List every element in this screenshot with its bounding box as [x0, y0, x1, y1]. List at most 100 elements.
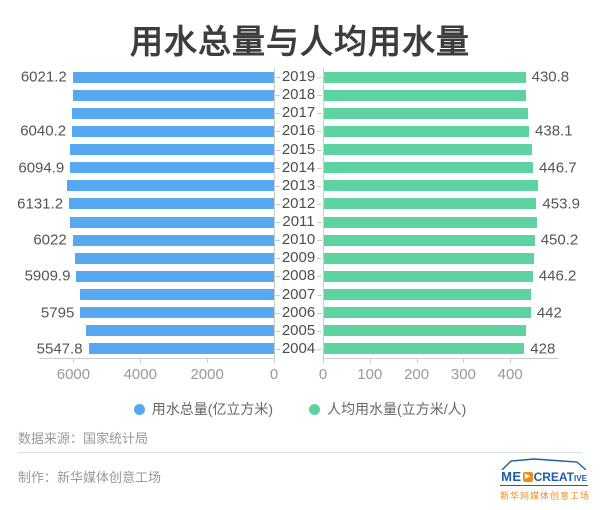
bar-per-capita-2010 [324, 234, 535, 246]
legend-swatch-per-capita [309, 403, 321, 415]
year-label-2013: 2013 [274, 177, 323, 195]
bar-per-capita-2016 [324, 125, 530, 137]
bar-total-water-2010 [72, 234, 274, 246]
x-tick-label-left-2000: 2000 [190, 366, 224, 383]
year-tick-left-2019 [275, 77, 280, 79]
value-label-per-capita-2014: 446.7 [539, 159, 577, 177]
bar-total-water-2006 [80, 307, 274, 319]
bar-total-water-2012 [69, 198, 274, 210]
bar-total-water-2017 [71, 107, 274, 119]
bar-per-capita-2017 [324, 107, 528, 119]
bar-per-capita-2013 [324, 180, 538, 192]
year-tick-right-2015 [317, 149, 322, 151]
logo-chinese-name: 新华网媒体创意工场 [500, 491, 591, 501]
x-tick-mark-right-0 [323, 359, 324, 363]
year-tick-right-2009 [317, 258, 322, 260]
year-tick-left-2013 [275, 185, 280, 187]
bar-per-capita-2011 [324, 216, 537, 228]
year-tick-right-2006 [317, 312, 322, 314]
bar-total-water-2007 [79, 289, 274, 301]
legend-item-total-water[interactable]: 用水总量(亿立方米) [133, 399, 274, 419]
year-label-2012: 2012 [274, 195, 323, 213]
legend-swatch-total-water [133, 403, 145, 415]
year-tick-left-2016 [275, 131, 280, 133]
value-label-total-water-2014: 6094.9 [18, 159, 65, 177]
year-tick-left-2005 [275, 330, 280, 332]
bar-total-water-2014 [70, 162, 274, 174]
logo-text-ive: IVE [574, 474, 587, 483]
footer-divider [18, 452, 582, 453]
bar-total-water-2009 [74, 252, 274, 264]
year-tick-right-2010 [317, 240, 322, 242]
year-tick-left-2008 [275, 276, 280, 278]
x-tick-mark-left-0 [274, 359, 275, 363]
bar-per-capita-2018 [324, 89, 527, 101]
year-label-2017: 2017 [274, 104, 323, 122]
bar-per-capita-2014 [324, 162, 534, 174]
bar-total-water-2005 [85, 325, 274, 337]
x-tick-label-right-100: 100 [357, 366, 383, 383]
year-tick-left-2010 [275, 240, 280, 242]
year-tick-left-2009 [275, 258, 280, 260]
year-tick-left-2006 [275, 312, 280, 314]
x-tick-mark-left-2000 [207, 359, 209, 363]
x-tick-mark-right-300 [463, 359, 465, 363]
logo-wordmark: ME ▶ CREAT IVE [500, 470, 588, 486]
value-label-total-water-2012: 6131.2 [17, 195, 64, 213]
year-label-2005: 2005 [274, 322, 323, 340]
x-tick-mark-right-400 [510, 359, 512, 363]
value-label-total-water-2019: 6021.2 [20, 68, 67, 86]
year-label-2006: 2006 [274, 304, 323, 322]
year-tick-left-2004 [275, 348, 280, 350]
x-tick-label-right-300: 300 [450, 366, 476, 383]
year-tick-left-2012 [275, 203, 280, 205]
year-tick-right-2013 [317, 185, 322, 187]
year-label-2010: 2010 [274, 231, 323, 249]
right-x-axis: 0 100 200 300 400 [319, 358, 557, 386]
year-axis: 2019 2018 2017 2016 2015 2014 2013 2012 2011 2010… [274, 68, 323, 358]
year-label-2009: 2009 [274, 249, 323, 267]
year-tick-right-2019 [317, 77, 322, 79]
year-tick-left-2007 [275, 294, 280, 296]
right-plot-per-capita: 430.8 438.1 446.7 453.9 450.2 446.2 442 428 [323, 68, 580, 359]
play-icon: ▶ [522, 471, 533, 482]
value-label-per-capita-2012: 453.9 [542, 195, 580, 213]
year-tick-right-2007 [317, 294, 322, 296]
bar-per-capita-2009 [324, 252, 534, 264]
logo-text-me: ME [501, 469, 522, 484]
bar-per-capita-2012 [324, 198, 537, 210]
left-x-axis: 6000 4000 2000 0 [40, 358, 278, 386]
x-tick-label-left-6000: 6000 [56, 366, 91, 383]
legend: 用水总量(亿立方米) 人均用水量(立方米/人) [0, 399, 600, 419]
x-tick-label-right-400: 400 [497, 366, 523, 383]
bar-total-water-2016 [72, 125, 274, 137]
year-label-2014: 2014 [274, 159, 323, 177]
value-label-per-capita-2010: 450.2 [540, 231, 579, 249]
value-label-per-capita-2004: 428 [530, 340, 556, 358]
legend-label-total-water: 用水总量(亿立方米) [151, 401, 274, 417]
value-label-total-water-2008: 5909.9 [24, 267, 71, 285]
bar-total-water-2015 [69, 144, 274, 156]
bar-total-water-2008 [76, 270, 274, 282]
value-label-total-water-2006: 5795 [40, 304, 75, 322]
bar-per-capita-2006 [324, 307, 531, 319]
bar-per-capita-2019 [324, 71, 526, 83]
legend-item-per-capita[interactable]: 人均用水量(立方米/人) [309, 399, 466, 419]
year-tick-left-2015 [275, 149, 280, 151]
year-label-2007: 2007 [274, 286, 323, 304]
x-tick-mark-left-6000 [73, 359, 75, 363]
data-source-text: 数据来源：国家统计局 [18, 431, 149, 446]
chart-title: 用水总量与人均用水量 [130, 23, 470, 60]
year-tick-left-2018 [275, 95, 280, 97]
year-tick-right-2016 [317, 131, 322, 133]
logo-text-creat: CREAT [533, 470, 575, 484]
year-tick-left-2014 [275, 167, 280, 169]
year-tick-right-2012 [317, 203, 322, 205]
value-label-total-water-2010: 6022 [33, 231, 67, 249]
year-label-2016: 2016 [274, 122, 323, 140]
bar-per-capita-2005 [324, 325, 527, 337]
x-tick-mark-right-200 [416, 359, 418, 363]
year-label-2018: 2018 [274, 86, 323, 104]
bar-per-capita-2007 [324, 289, 531, 301]
